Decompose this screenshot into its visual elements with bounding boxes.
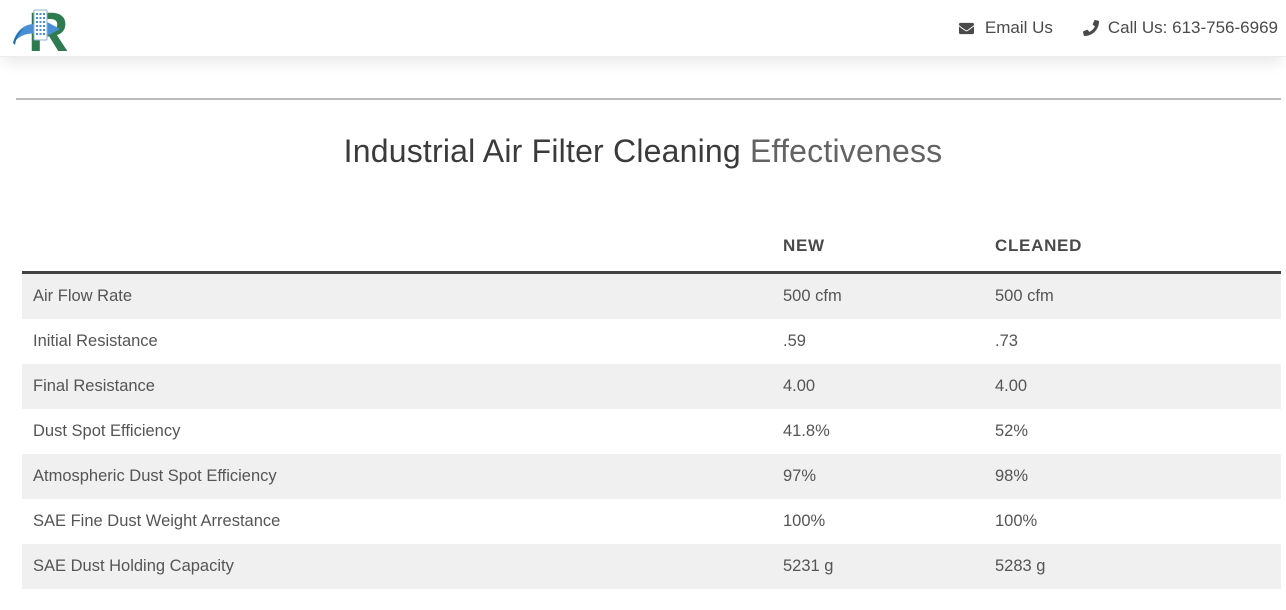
table-row: Atmospheric Dust Spot Efficiency 97% 98% (22, 454, 1281, 499)
column-header-label (22, 236, 772, 274)
row-value-new: 4.00 (783, 377, 816, 395)
row-label: SAE Dust Holding Capacity (33, 557, 234, 575)
email-us-label: Email Us (984, 18, 1053, 37)
row-label: SAE Fine Dust Weight Arrestance (33, 512, 281, 530)
table-row: Initial Resistance .59 .73 (22, 319, 1281, 364)
row-value-new: 97% (783, 467, 817, 485)
site-header: R Email Us (0, 0, 1286, 63)
row-value-new: 500 cfm (783, 287, 842, 305)
table-row: Dust Spot Efficiency 41.8% 52% (22, 409, 1281, 454)
row-value-cleaned: 98% (995, 467, 1029, 485)
email-us-link[interactable]: Email Us (957, 18, 1053, 38)
row-label: Initial Resistance (33, 332, 158, 350)
row-value-cleaned: .73 (995, 332, 1018, 350)
row-value-new: 100% (783, 512, 826, 530)
row-label: Atmospheric Dust Spot Efficiency (33, 467, 277, 485)
main-content: Industrial Air Filter Cleaning Effective… (0, 98, 1286, 589)
table-row: SAE Fine Dust Weight Arrestance 100% 100… (22, 499, 1281, 544)
call-us-label: Call Us: 613-756-6969 (1107, 18, 1278, 37)
phone-icon (1082, 19, 1099, 36)
table-row: Air Flow Rate 500 cfm 500 cfm (22, 272, 1281, 319)
column-header-new: NEW (772, 236, 984, 274)
page-title-main: Industrial Air Filter Cleaning (343, 133, 751, 169)
top-divider (16, 98, 1281, 100)
company-logo[interactable]: R (12, 0, 76, 63)
row-label: Dust Spot Efficiency (33, 422, 181, 440)
row-value-new: 5231 g (783, 557, 834, 575)
table-row: Final Resistance 4.00 4.00 (22, 364, 1281, 409)
table-row: SAE Dust Holding Capacity 5231 g 5283 g (22, 544, 1281, 589)
logo-icon: R (12, 0, 76, 63)
row-value-cleaned: 52% (995, 422, 1029, 440)
filter-effectiveness-table: NEW CLEANED Air Flow Rate 500 cfm 500 cf… (22, 236, 1281, 589)
page-title: Industrial Air Filter Cleaning Effective… (0, 133, 1286, 170)
row-value-cleaned: 500 cfm (995, 287, 1054, 305)
page-title-accent: Effectiveness (750, 133, 943, 169)
table-header-row: NEW CLEANED (22, 236, 1281, 274)
header-contact-nav: Email Us Call Us: 613-756-6969 (957, 18, 1280, 38)
row-value-new: 41.8% (783, 422, 830, 440)
row-value-new: .59 (783, 332, 806, 350)
envelope-icon (957, 21, 976, 36)
row-value-cleaned: 5283 g (995, 557, 1046, 575)
row-label: Final Resistance (33, 377, 155, 395)
row-label: Air Flow Rate (33, 287, 133, 305)
row-value-cleaned: 4.00 (995, 377, 1028, 395)
call-us-link[interactable]: Call Us: 613-756-6969 (1082, 18, 1278, 38)
column-header-cleaned: CLEANED (984, 236, 1281, 274)
table-header: NEW CLEANED (22, 236, 1281, 274)
row-value-cleaned: 100% (995, 512, 1038, 530)
